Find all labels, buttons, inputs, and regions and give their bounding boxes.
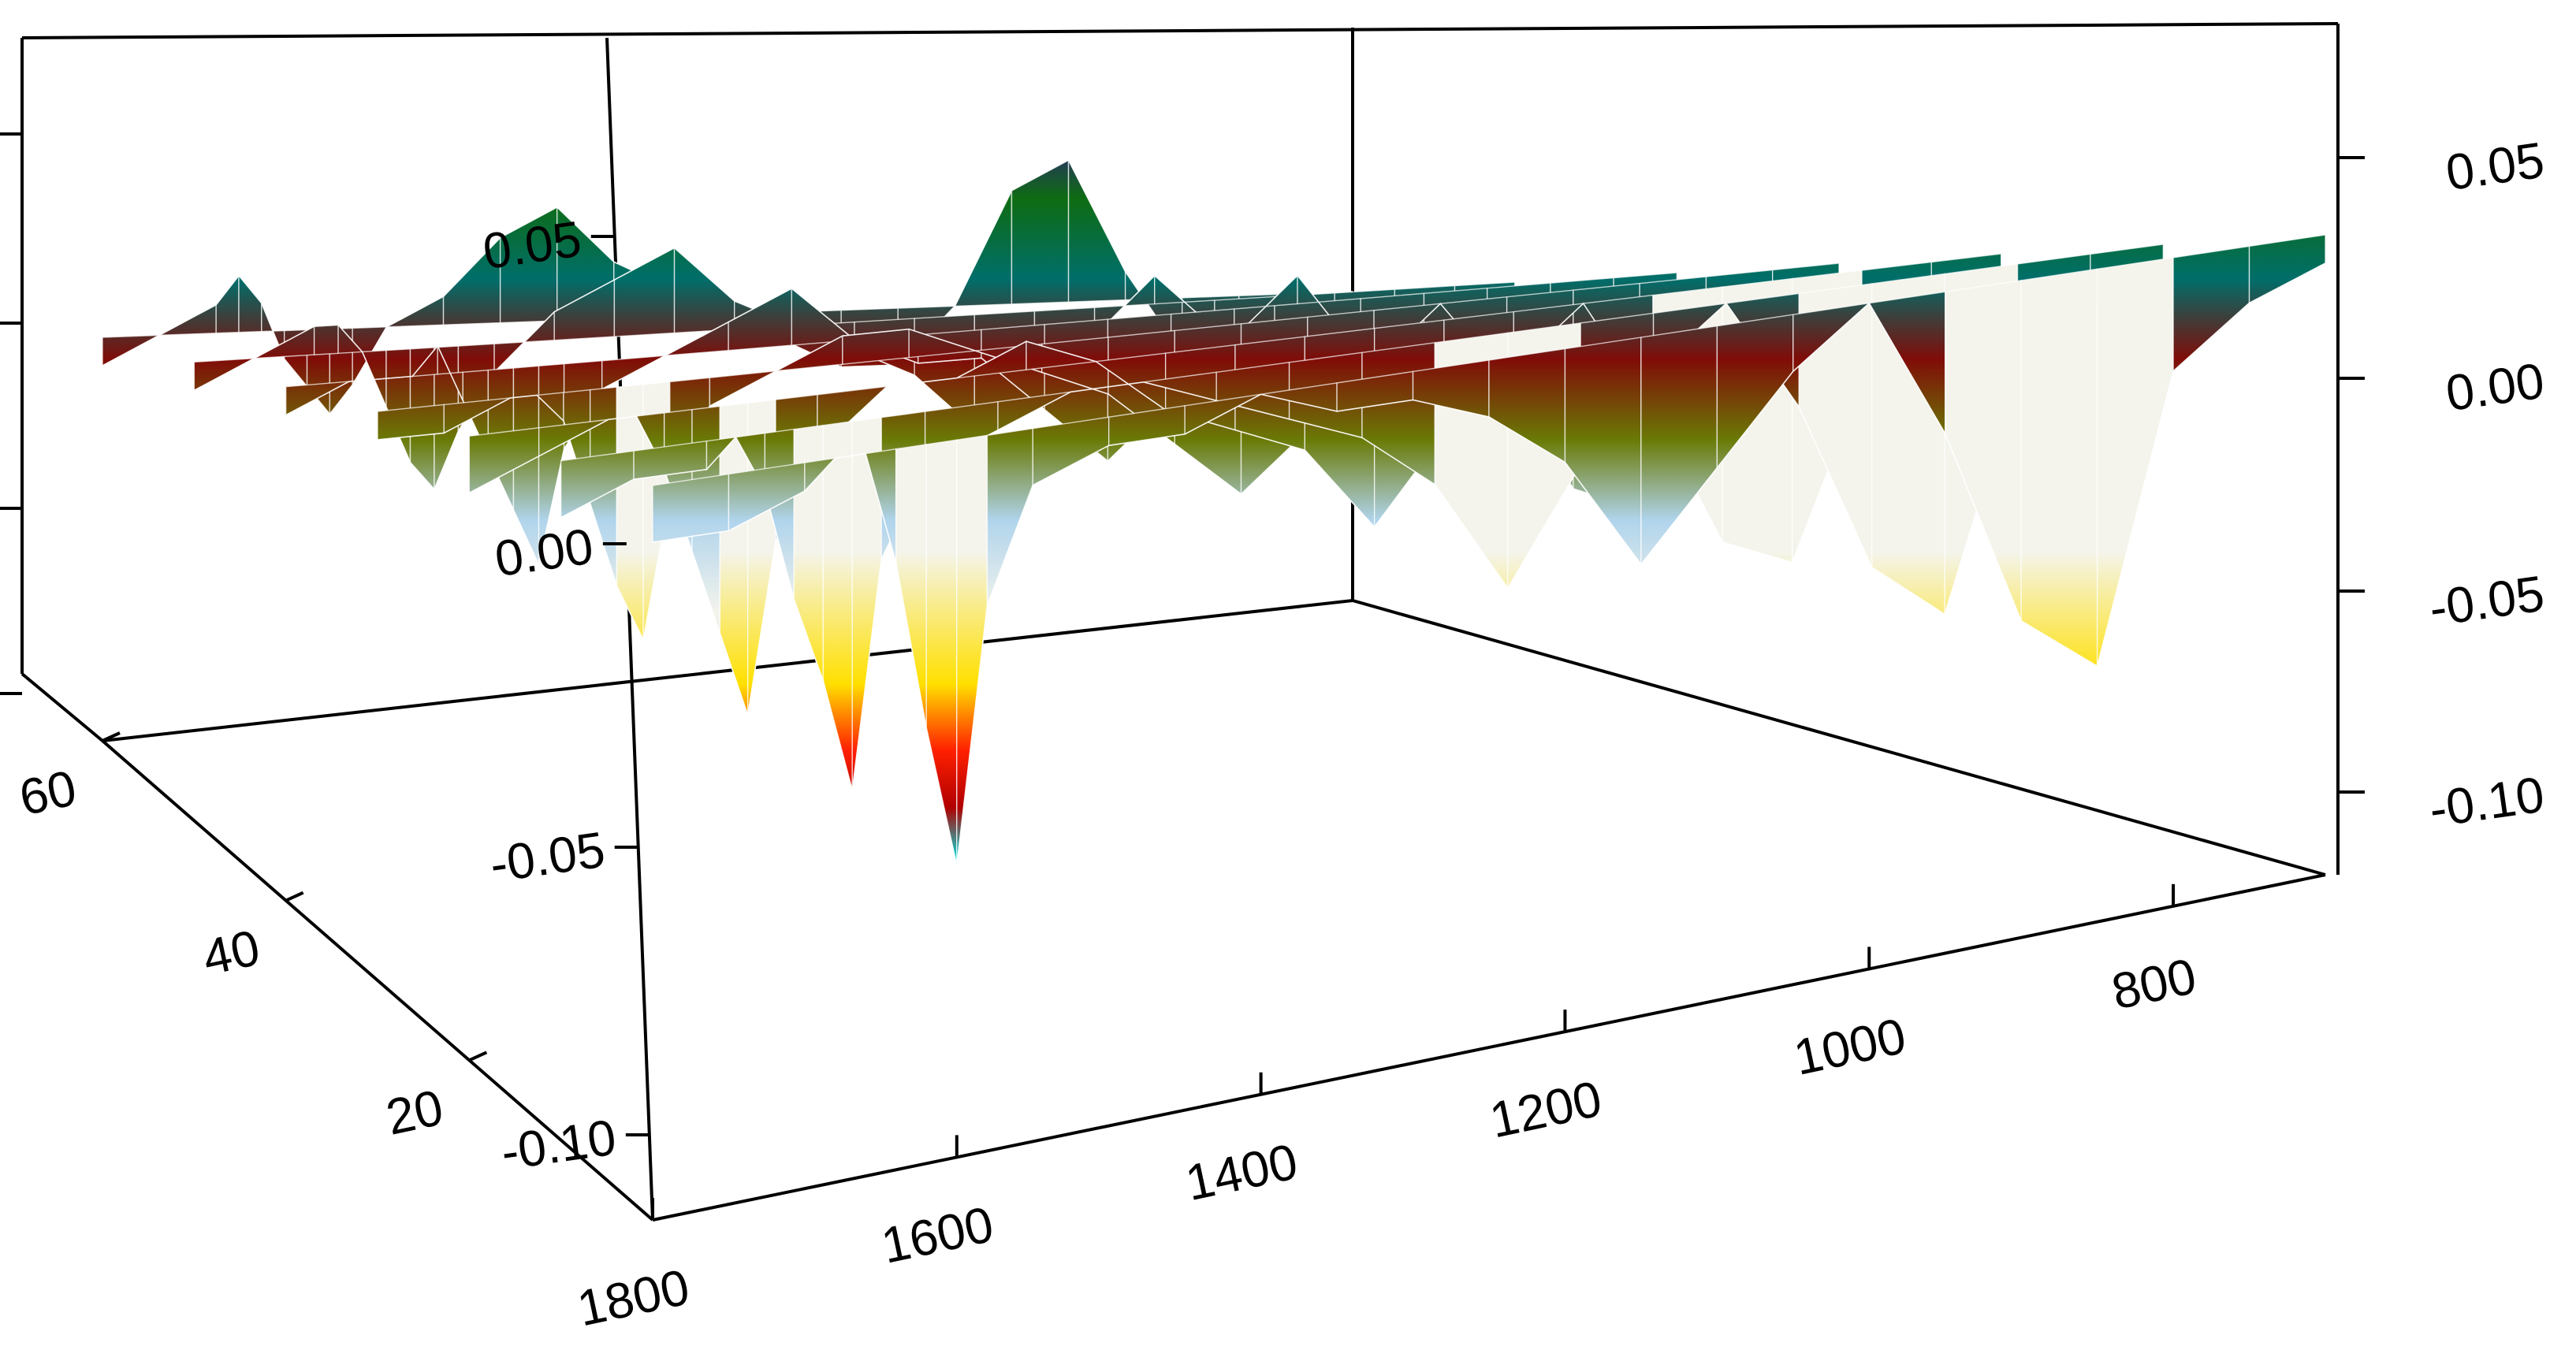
y-tick-mark [468,1051,488,1062]
surface-facet [313,324,339,355]
floor-front-edge [652,873,2326,1222]
surface-facet [2096,257,2174,667]
z-front-tick-label: -0.10 [497,1109,619,1181]
z-back-tick-label: 0.05 [2443,132,2548,202]
x-tick-label: 1600 [877,1196,998,1274]
x-tick-label: 1400 [1181,1132,1302,1211]
z-front-tick-label: 0.00 [491,518,596,588]
surface-facet [2172,245,2250,373]
y-tick-mark [102,731,121,742]
surface-mesh-line [102,159,1353,415]
floor-back-edge [102,599,1353,742]
surface-facet [215,273,240,334]
floor-right-edge [1352,599,2326,876]
surface-facet [673,246,735,334]
surface-mesh-line [652,262,2326,866]
y-tick-label: 20 [382,1079,449,1146]
surface-facet [385,348,411,463]
surface-facet [613,247,676,337]
back-left-floor-edge [20,672,104,742]
z-back-tick-label: -0.10 [2425,766,2547,839]
floor-left-edge [101,739,654,1222]
surface-facet [2020,268,2098,668]
back-top-edge [21,22,2339,39]
surface-facet [1011,159,1070,305]
surface-facet [238,273,262,333]
y-tick-mark [285,891,304,902]
surface-facet [956,434,988,866]
surface-facet [1564,337,1642,567]
x-tick-label: 800 [2107,947,2201,1021]
x-tick-label: 1800 [572,1258,694,1337]
surface-facet [1067,159,1126,303]
surface-mesh [102,159,2326,866]
z-back-tick-label: 0.00 [2443,352,2548,422]
x-tick-label: 1000 [1789,1007,1911,1086]
z-front-tick-label: -0.05 [486,821,608,894]
surface-facet [1640,325,1718,567]
surface-facet [986,427,1033,606]
axis-frame-back [20,22,2340,1222]
x-tick-label: 1200 [1485,1070,1606,1149]
surface-facet [728,287,793,351]
z-back-tick-label: -0.05 [2425,565,2547,638]
y-tick-label: 40 [198,919,265,986]
y-tick-label: 60 [14,759,81,826]
z-front-tick-label: 0.05 [479,210,584,281]
surface-facet [925,439,958,866]
surface-ribbon [652,234,2326,866]
